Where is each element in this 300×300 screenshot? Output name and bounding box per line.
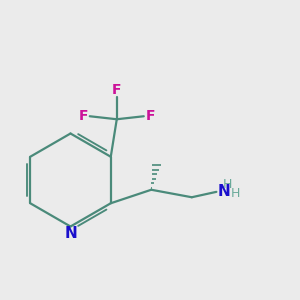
Text: F: F bbox=[78, 109, 88, 123]
Text: N: N bbox=[64, 226, 77, 241]
Text: H: H bbox=[223, 178, 232, 191]
Text: F: F bbox=[112, 83, 122, 97]
Text: N: N bbox=[218, 184, 230, 199]
Text: F: F bbox=[146, 109, 155, 123]
Text: H: H bbox=[231, 187, 240, 200]
